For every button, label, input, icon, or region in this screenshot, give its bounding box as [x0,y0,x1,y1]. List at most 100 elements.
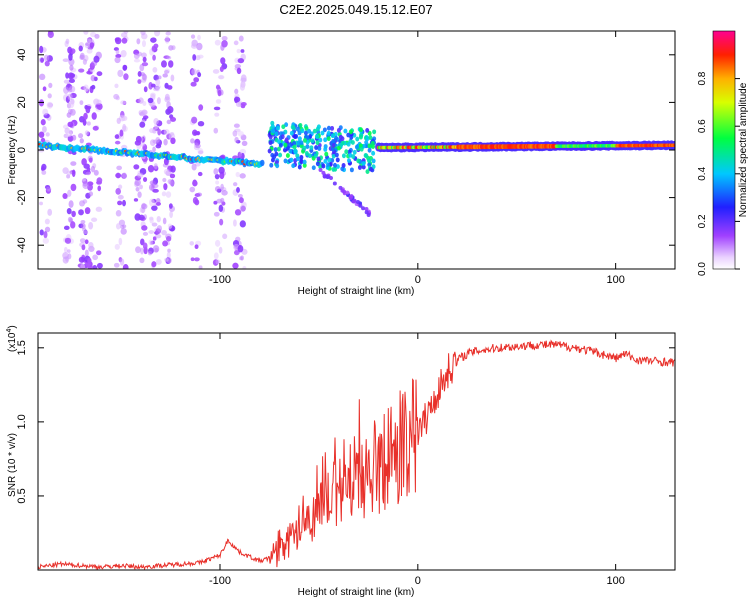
spectrogram-cell [345,190,350,195]
spectrogram-cell [278,152,283,158]
spectrogram-cell [44,60,50,67]
spectrogram-cell [302,163,307,168]
spectrogram-cell [237,193,243,198]
spectrogram-cell [96,250,102,256]
spectrogram-cell [68,53,73,61]
spectrogram-cell [162,177,167,183]
spectrogram-cell [153,163,158,170]
spectrogram-cell [330,133,335,139]
spectrogram-cell [240,77,247,83]
spectrogram-cell [191,116,198,124]
spectrogram-x-ticks: -100 0 100 [209,31,625,286]
spectrogram-cell [151,222,158,227]
spectrogram-cell [284,137,289,143]
spectrogram-cell [215,99,222,104]
spectrogram-cell [91,217,98,222]
spectrogram-cell [39,229,44,236]
spectrogram-cell [215,180,220,185]
spectrogram-cell [148,82,153,90]
spectrogram-cell [371,150,376,156]
spectrogram-cell [148,198,155,207]
spectrogram-cell [47,208,53,216]
spectrogram-cell [237,58,245,64]
spectrogram-cell [67,253,72,260]
spectrogram-cell [240,49,245,53]
spectrogram-cell [355,136,360,142]
spectrogram-cell [324,151,329,157]
spectrogram-cell [147,97,154,104]
spectrogram-cell [86,121,91,126]
spectrogram-cell [364,210,369,215]
spectrogram-cell [78,209,84,216]
spectrogram-cell [273,147,278,152]
spectrogram-cell [233,123,240,128]
spectrogram-cell [194,257,200,262]
spectrogram-cell [167,106,174,114]
spectrogram-cell [63,225,70,230]
spectrogram-cell [318,167,323,172]
spectrogram-cell [69,108,76,116]
spectrogram-cell [169,131,175,136]
spectrogram-cell [117,200,123,206]
spectrogram-cell [323,158,328,164]
spectrogram-cell [316,124,321,130]
spectrogram-cell [361,161,366,166]
snr-multiplier-base: (x10 [7,332,18,352]
spectrogram-cell [364,140,369,145]
spectrogram-cell [218,204,224,212]
spectrogram-cell [326,136,331,142]
spectrogram-cell [83,112,88,120]
spectrogram-cell [92,264,98,269]
spectrogram-cell [152,236,157,241]
spectrogram-cell [346,141,351,147]
spectrogram-cell [149,127,156,134]
spectrogram-cell [155,259,162,265]
colorbar-tick-label: 0.6 [697,119,708,133]
spectrogram-cell [214,112,220,117]
spectrogram-cell [215,259,220,265]
spectrogram-cell [141,62,149,67]
spectrogram-cell [153,43,159,49]
colorbar-tick-label: 0.2 [697,214,708,228]
spectrogram-cell [85,106,91,114]
spectrogram-cell [315,161,320,167]
spectrogram-cell [348,129,353,135]
spectrogram-cell [134,178,141,187]
spectrogram-cell [67,46,73,54]
snr-y-tick-label: 1.5 [16,340,28,355]
spectrogram-cell [364,206,369,211]
spectrogram-cell [116,165,122,171]
spectrogram-cell [141,40,146,48]
spectrogram-cell [269,162,274,168]
spectrogram-cell [46,186,51,192]
spectrogram-cell [351,199,356,204]
spectrogram-cell [276,146,281,152]
spectrogram-cell [234,88,239,95]
spectrogram-cell [334,135,339,141]
spectrogram-cell [91,84,96,90]
spectrogram-cell [330,125,335,131]
spectrogram-cell [140,31,146,36]
spectrogram-cell [135,246,141,254]
spectrogram-cell [168,203,173,209]
spectrogram-cell [93,169,99,176]
spectrogram-cell [133,198,139,202]
spectrogram-cell [195,143,201,149]
spectrogram-cell [326,162,331,168]
spectrogram-cell [89,42,95,48]
spectrogram-cell [368,166,373,172]
spectrogram-cell [213,127,219,134]
spectrogram-cell [165,235,172,242]
spectrogram-cell [138,97,144,104]
spectrogram-cell [365,169,370,174]
spectrogram-cell [357,165,362,170]
spectrogram-cell [190,257,195,262]
spectrogram-cell [141,203,148,210]
spectrogram-cell [239,220,246,228]
spectrogram-cell [92,125,99,131]
spectrogram-cell [164,36,170,44]
spectrogram-cell [115,172,122,179]
spectrogram-cell [68,100,75,109]
spectrogram-cell [42,237,49,244]
spectrogram-cell [67,216,73,223]
